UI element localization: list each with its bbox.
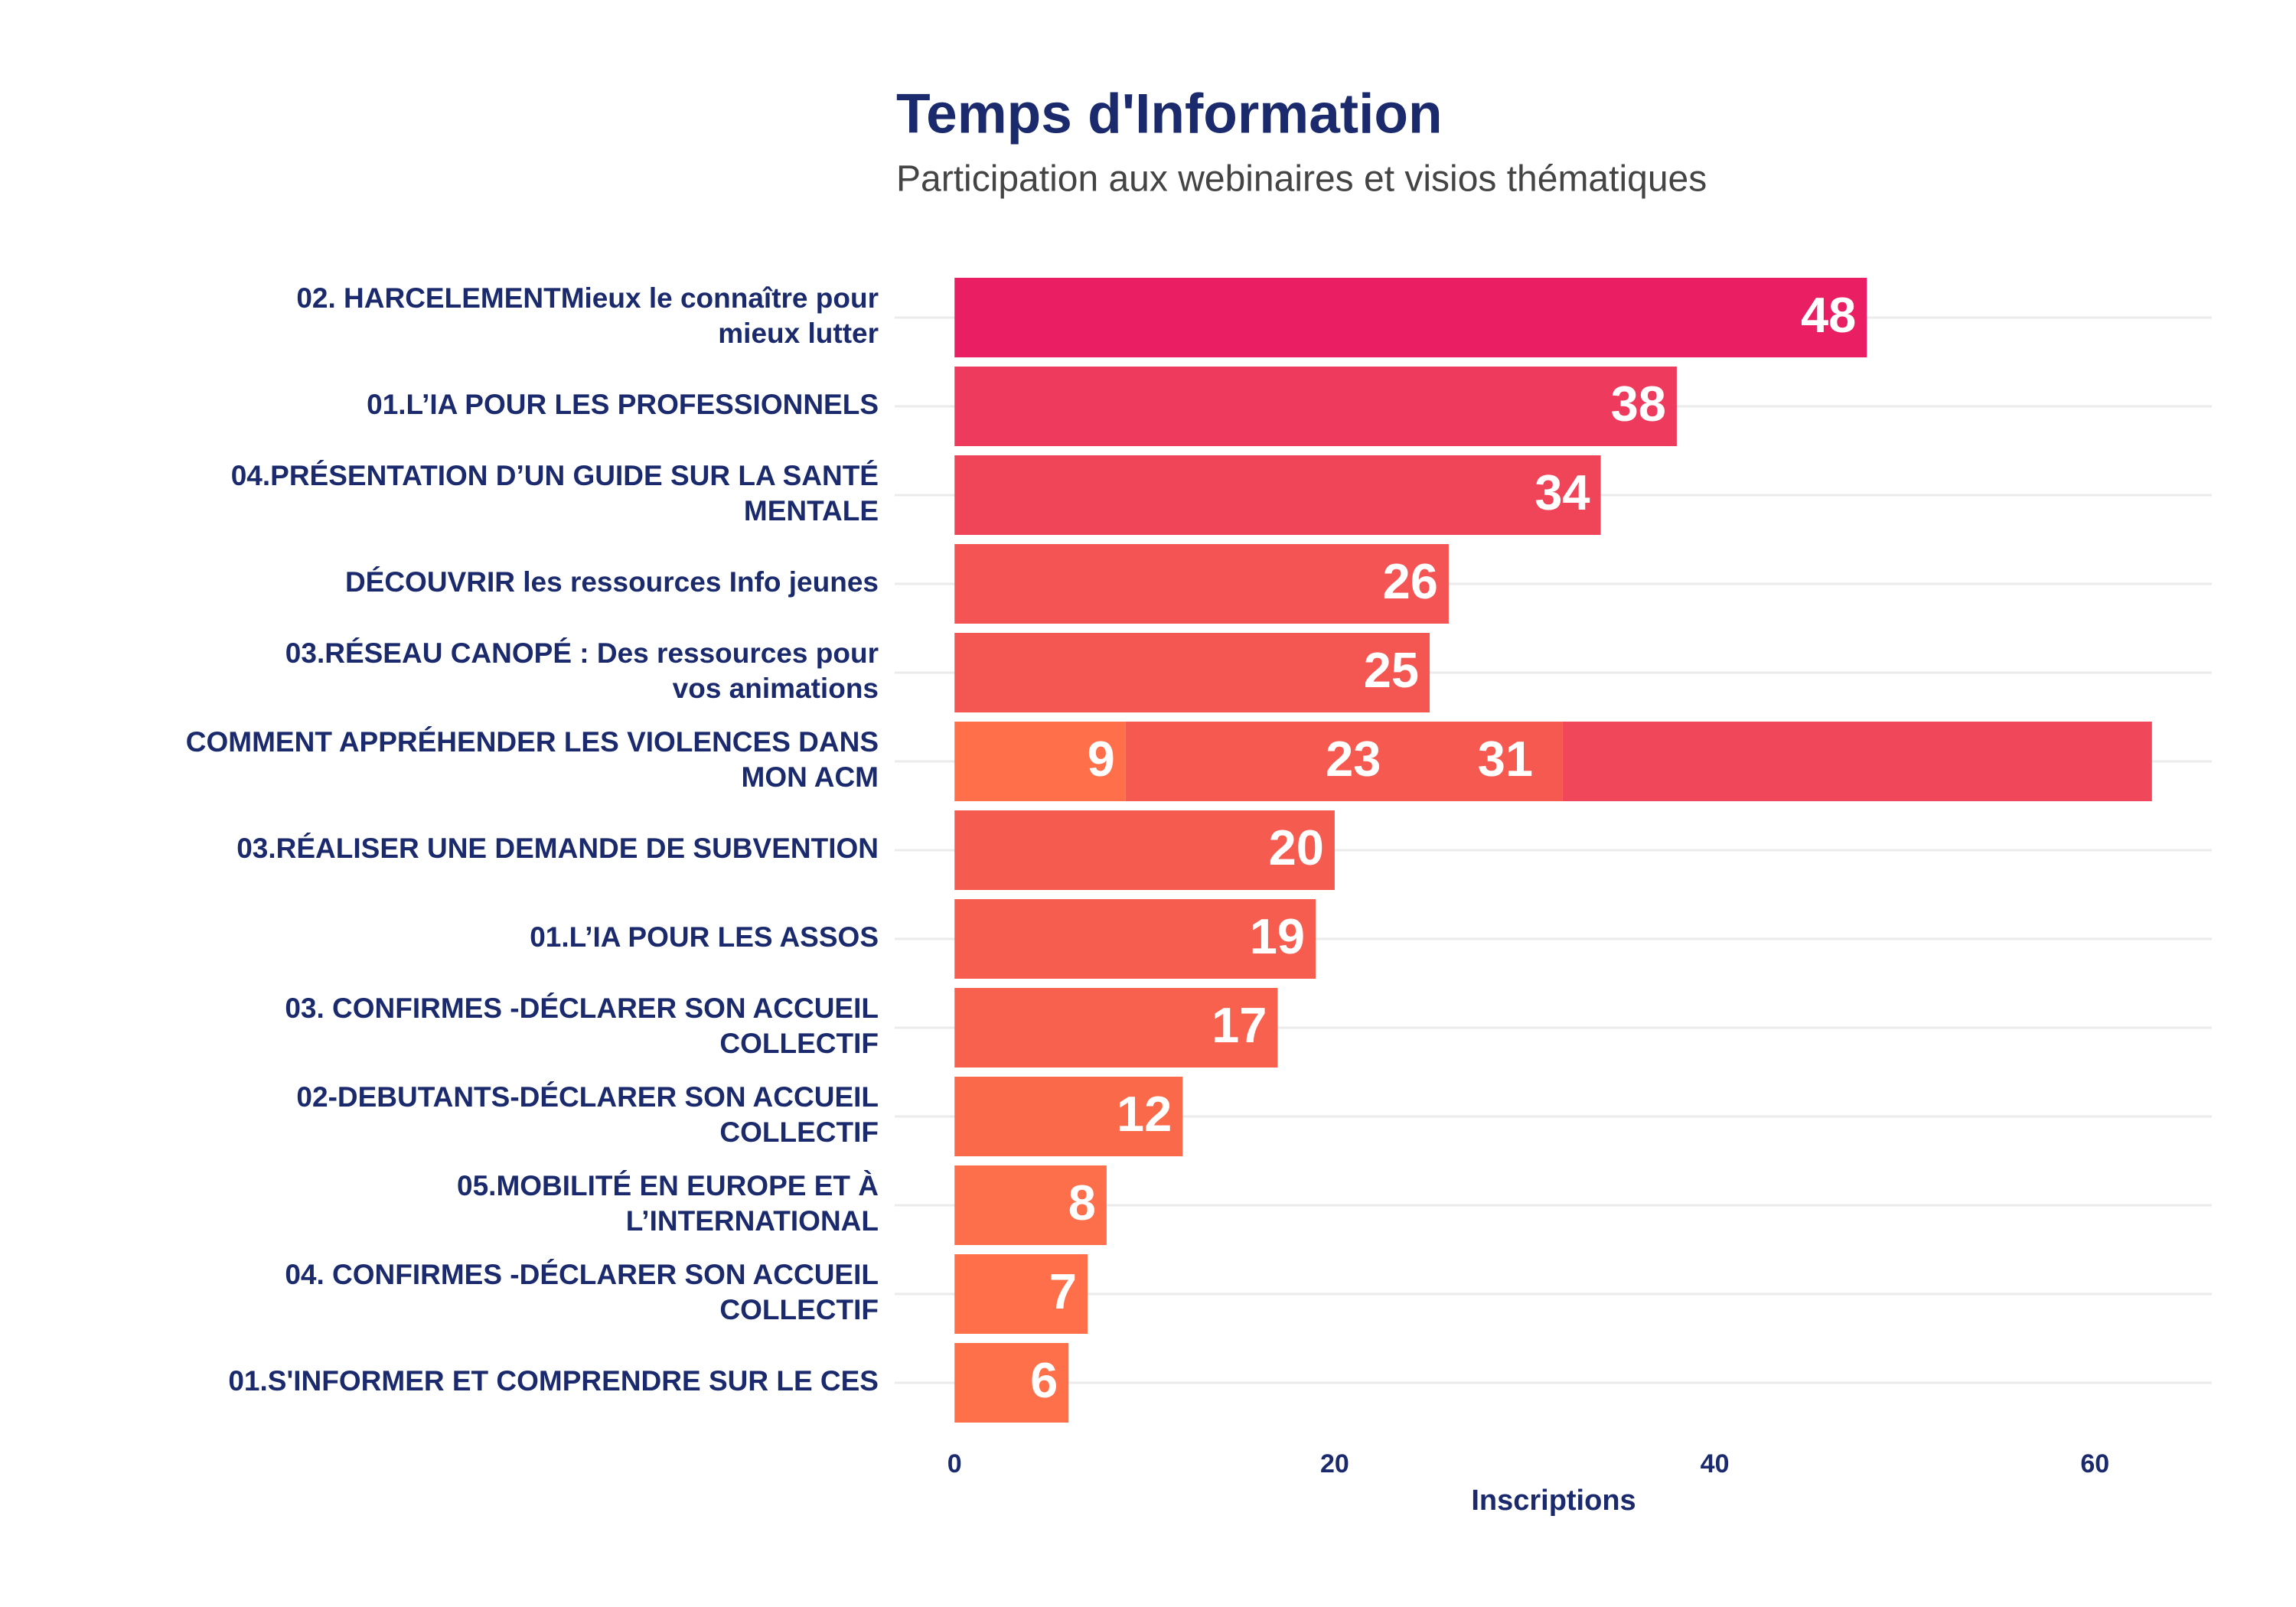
bar	[1562, 722, 2152, 801]
y-tick-label: 05.MOBILITÉ EN EUROPE ET À L’INTERNATIONA…	[457, 1170, 879, 1237]
y-tick-label: 01.S'INFORMER ET COMPRENDRE SUR LE CES	[228, 1365, 879, 1397]
bar	[954, 1077, 1183, 1156]
value-label: 12	[1117, 1086, 1172, 1142]
value-label: 17	[1212, 997, 1267, 1053]
bar	[954, 899, 1316, 979]
x-axis-title: Inscriptions	[1471, 1485, 1636, 1517]
chart-subtitle: Participation aux webinaires et visios t…	[896, 159, 1707, 200]
value-label: 9	[1088, 731, 1115, 787]
value-label: 19	[1250, 908, 1305, 964]
y-tick-label: 04. CONFIRMES -DÉCLARER SON ACCUEIL COLLE…	[285, 1259, 879, 1325]
y-tick-label: 03.RÉSEAU CANOPÉ : Des ressources pour vo…	[285, 637, 879, 704]
y-tick-label: 03.RÉALISER UNE DEMANDE DE SUBVENTION	[236, 833, 879, 864]
bar	[954, 810, 1335, 890]
bar	[954, 544, 1449, 624]
bar	[954, 1254, 1088, 1334]
x-tick-label: 60	[2080, 1449, 2109, 1478]
value-label: 31	[1478, 731, 1533, 787]
value-label: 25	[1364, 642, 1419, 698]
bar	[954, 988, 1278, 1068]
y-tick-label: 03. CONFIRMES -DÉCLARER SON ACCUEIL COLLE…	[285, 993, 879, 1059]
value-label: 23	[1326, 731, 1381, 787]
bar	[954, 1343, 1069, 1423]
value-label: 8	[1068, 1175, 1096, 1231]
y-tick-label: 04.PRÉSENTATION D’UN GUIDE SUR LA SANTÉ M…	[231, 460, 879, 526]
value-label: 26	[1383, 553, 1438, 609]
y-tick-label: 02. HARCELEMENTMieux le connaître pour mi…	[296, 282, 879, 349]
value-label: 7	[1049, 1263, 1077, 1319]
chart-title: Temps d'Information	[896, 83, 1443, 145]
x-tick-label: 40	[1701, 1449, 1730, 1478]
value-label: 20	[1269, 820, 1324, 875]
value-label: 48	[1801, 287, 1856, 343]
y-tick-label: 01.L’IA POUR LES ASSOS	[530, 921, 879, 953]
y-tick-label: DÉCOUVRIR les ressources Info jeunes	[345, 566, 879, 598]
y-tick-label: 02-DEBUTANTS-DÉCLARER SON ACCUEIL COLLECT…	[296, 1081, 879, 1148]
bar	[954, 367, 1677, 446]
value-label: 6	[1030, 1352, 1058, 1408]
bar	[1125, 722, 1563, 801]
bar	[954, 633, 1430, 712]
bar	[954, 455, 1601, 535]
y-tick-label: COMMENT APPRÉHENDER LES VIOLENCES DANS MO…	[186, 726, 879, 793]
y-tick-label: 01.L’IA POUR LES PROFESSIONNELS	[367, 389, 879, 420]
bar	[954, 1165, 1107, 1245]
bar	[954, 278, 1867, 357]
value-label: 38	[1611, 376, 1666, 432]
x-tick-label: 0	[947, 1449, 962, 1478]
bar	[954, 722, 1126, 801]
value-label: 34	[1534, 464, 1590, 520]
x-tick-label: 20	[1320, 1449, 1349, 1478]
